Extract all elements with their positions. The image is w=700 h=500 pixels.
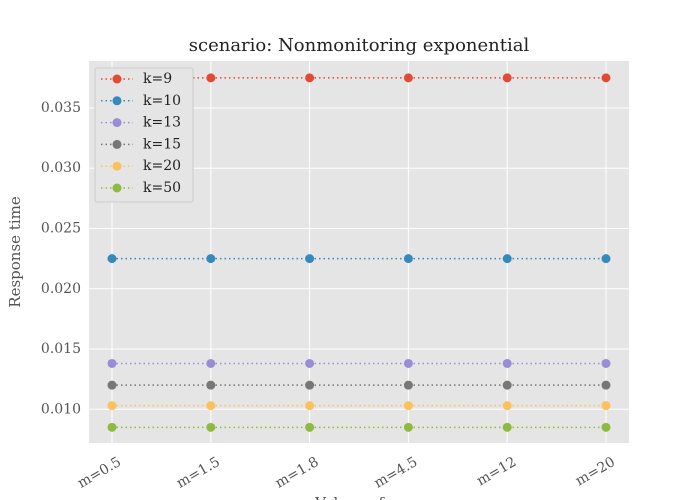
- data-point: [502, 358, 512, 368]
- data-point: [502, 422, 512, 432]
- data-point: [502, 254, 512, 264]
- y-tick-label: 0.020: [41, 281, 81, 297]
- x-tick-label: m=1.8: [273, 454, 322, 491]
- data-point: [206, 422, 216, 432]
- data-point: [206, 380, 216, 390]
- x-axis-label: Values of m: [314, 494, 403, 500]
- legend-label: k=20: [143, 158, 181, 174]
- data-point: [305, 401, 315, 411]
- data-point: [502, 401, 512, 411]
- data-point: [305, 73, 315, 83]
- data-point: [403, 422, 413, 432]
- data-point: [305, 422, 315, 432]
- legend-marker: [112, 183, 122, 193]
- data-point: [305, 254, 315, 264]
- y-tick-label: 0.025: [41, 221, 81, 237]
- legend-marker: [112, 96, 122, 106]
- x-tick-label: m=1.5: [174, 454, 223, 491]
- data-point: [206, 401, 216, 411]
- legend-label: k=9: [143, 71, 172, 87]
- data-point: [403, 380, 413, 390]
- data-point: [107, 254, 117, 264]
- legend-marker: [112, 118, 122, 128]
- legend-marker: [112, 139, 122, 149]
- data-point: [502, 73, 512, 83]
- data-point: [403, 401, 413, 411]
- data-point: [601, 254, 611, 264]
- legend-label: k=50: [143, 180, 181, 196]
- data-point: [206, 358, 216, 368]
- legend-label: k=15: [143, 136, 181, 152]
- data-point: [305, 358, 315, 368]
- data-point: [601, 73, 611, 83]
- data-point: [601, 380, 611, 390]
- data-point: [107, 380, 117, 390]
- x-tick-label: m=0.5: [75, 454, 124, 491]
- data-point: [107, 401, 117, 411]
- data-point: [601, 401, 611, 411]
- data-point: [206, 254, 216, 264]
- legend-label: k=10: [143, 93, 181, 109]
- x-tick-label: m=12: [474, 454, 519, 489]
- legend-marker: [112, 161, 122, 171]
- data-point: [403, 73, 413, 83]
- data-point: [107, 422, 117, 432]
- data-point: [305, 380, 315, 390]
- legend-marker: [112, 74, 122, 84]
- y-tick-label: 0.030: [41, 160, 81, 176]
- y-tick-label: 0.015: [41, 341, 81, 357]
- data-point: [403, 254, 413, 264]
- data-point: [206, 73, 216, 83]
- chart-title: scenario: Nonmonitoring exponential: [189, 35, 530, 56]
- legend-label: k=13: [143, 115, 181, 131]
- y-tick-label: 0.010: [41, 401, 81, 417]
- data-point: [403, 358, 413, 368]
- data-point: [502, 380, 512, 390]
- data-point: [601, 358, 611, 368]
- y-tick-label: 0.035: [41, 100, 81, 116]
- data-point: [107, 358, 117, 368]
- data-point: [601, 422, 611, 432]
- y-axis-label: Response time: [6, 196, 24, 308]
- x-tick-label: m=4.5: [371, 454, 420, 491]
- x-tick-label: m=20: [573, 454, 618, 489]
